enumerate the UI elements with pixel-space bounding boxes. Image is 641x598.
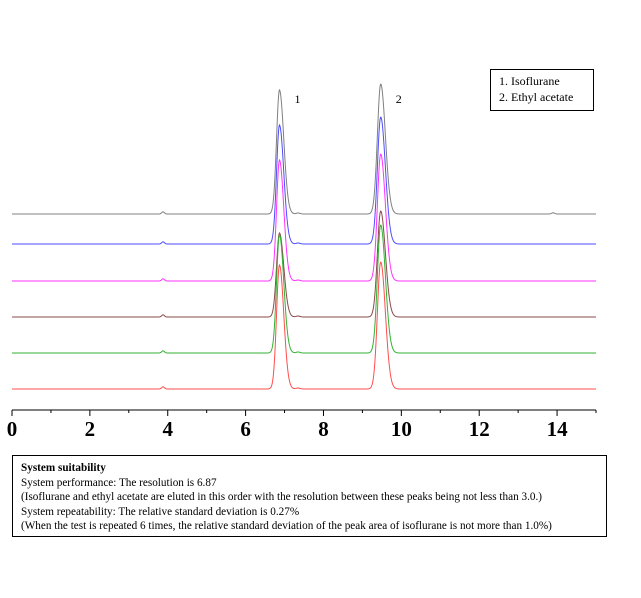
trace-5: [12, 224, 596, 354]
x-tick-label: 2: [85, 417, 96, 441]
x-tick-label: 8: [318, 417, 329, 441]
trace-6: [12, 261, 596, 390]
system-performance-note: (Isoflurane and ethyl acetate are eluted…: [21, 491, 542, 503]
legend-item-ethyl-acetate: 2. Ethyl acetate: [499, 90, 574, 104]
x-tick-label: 12: [469, 417, 490, 441]
x-tick-label: 0: [7, 417, 18, 441]
trace-4: [12, 210, 596, 318]
trace-1: [12, 83, 596, 215]
legend-item-isoflurane: 1. Isoflurane: [499, 74, 560, 88]
peak-label-1: 1: [294, 92, 300, 106]
system-performance-text: System performance: The resolution is 6.…: [21, 476, 217, 489]
traces: [12, 83, 596, 390]
x-tick-labels: 0 2 4 6 8 10 12 14: [7, 417, 568, 441]
trace-3: [12, 153, 596, 282]
x-ticks: [11, 410, 597, 416]
peak-label-2: 2: [396, 92, 402, 106]
system-repeatability-text: System repeatability: The relative stand…: [21, 505, 300, 518]
x-tick-label: 10: [391, 417, 412, 441]
x-axis: 0 2 4 6 8 10 12 14: [7, 409, 597, 441]
system-suitability-box: System suitability System performance: T…: [12, 455, 607, 537]
system-repeatability-note: (When the test is repeated 6 times, the …: [21, 520, 552, 532]
system-suitability-title: System suitability: [21, 462, 106, 474]
x-tick-label: 6: [240, 417, 251, 441]
x-tick-label: 4: [162, 417, 173, 441]
legend: 1. Isoflurane 2. Ethyl acetate: [490, 69, 594, 111]
x-tick-label: 14: [547, 417, 569, 441]
trace-2: [12, 116, 596, 245]
